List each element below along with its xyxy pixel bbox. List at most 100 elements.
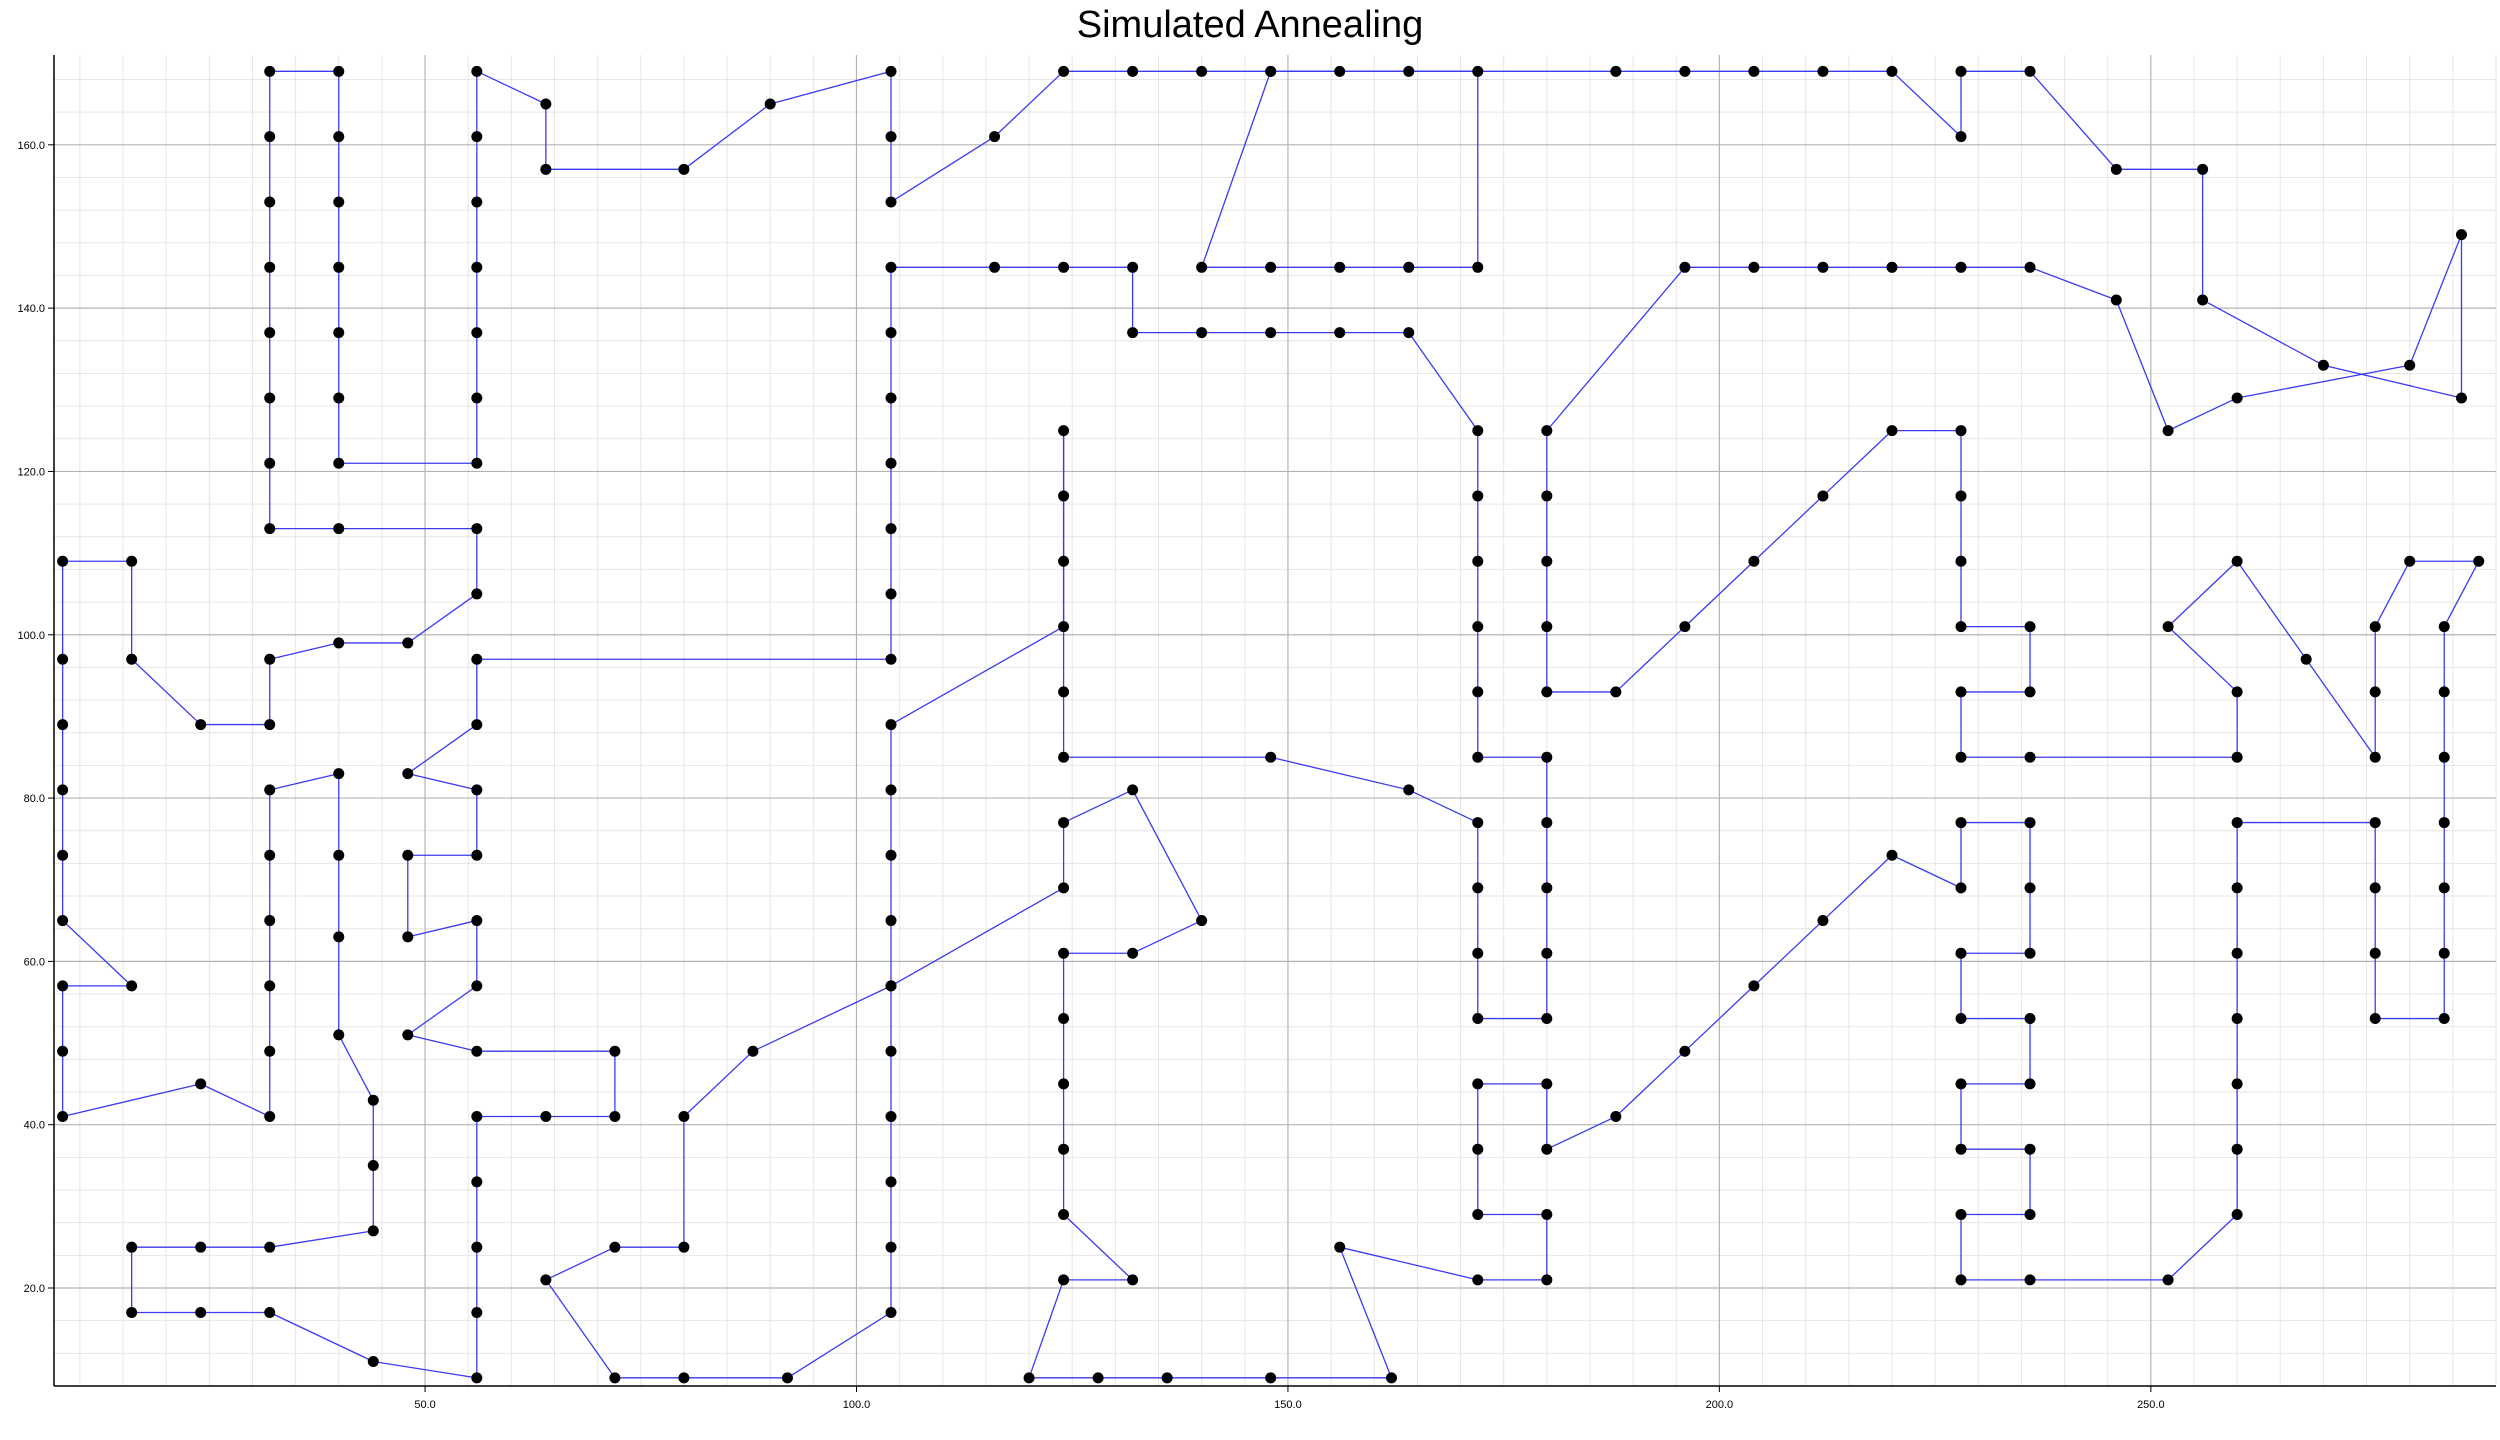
city-point [1886,849,1898,861]
city-point [2438,882,2450,894]
city-point [609,1241,621,1253]
city-point [2024,947,2036,959]
city-point [126,1241,138,1253]
city-point [1472,882,1484,894]
city-point [1955,1274,1967,1286]
tour-segment [131,658,202,726]
city-point [764,98,776,110]
city-point [1886,65,1898,77]
city-point [885,131,897,143]
tour-segment [407,1034,477,1052]
city-point [1748,555,1760,567]
tour-segment [1546,1115,1617,1150]
tour-segment [1201,71,1272,268]
city-point [2231,555,2243,567]
city-point [2231,686,2243,698]
city-point [1472,1274,1484,1286]
city-point [1058,261,1070,273]
city-point [57,849,69,861]
city-point [1058,490,1070,502]
tour-segment [2443,560,2480,627]
city-point [1058,65,1070,77]
tour-segment [338,1034,374,1101]
city-point [609,1045,621,1057]
city-point [57,653,69,665]
axes [53,55,2496,1387]
tour-segment [476,70,547,105]
city-point [333,1029,345,1041]
city-point [2231,751,2243,763]
y-tick-label: 100.0 [17,630,45,642]
city-point [1886,261,1898,273]
tour-segment [269,772,339,791]
city-point [609,1372,621,1384]
city-point [1058,751,1070,763]
city-point [1886,425,1898,437]
city-point [1955,751,1967,763]
tour-segment [2409,234,2463,366]
city-point [2024,65,2036,77]
city-point [1472,947,1484,959]
city-point [1472,555,1484,567]
tour-segment [1063,1214,1134,1281]
city-point [1955,1209,1967,1221]
city-point [1334,65,1346,77]
city-point [471,261,483,273]
city-point [264,1045,276,1057]
tour-segment [269,642,339,660]
city-point [1955,131,1967,143]
city-point [1058,555,1070,567]
city-point [2369,686,2381,698]
city-point [1955,425,1967,437]
city-point [333,131,345,143]
city-point [1541,1209,1553,1221]
city-point [885,65,897,77]
tour-segment [2115,299,2169,431]
tour-segment [994,70,1065,138]
city-point [1748,65,1760,77]
city-point [57,784,69,796]
city-point [333,768,345,780]
city-point [2300,653,2312,665]
city-point [1955,1078,1967,1090]
tour-segment [2202,299,2324,366]
city-point [1058,882,1070,894]
city-point [885,1045,897,1057]
city-point [1817,65,1829,77]
city-point [264,980,276,992]
city-point [1265,261,1277,273]
city-point [2231,947,2243,959]
city-point [1541,555,1553,567]
city-point [1472,1209,1484,1221]
city-point [471,392,483,404]
tour-segment [1822,430,1893,497]
city-point [471,719,483,731]
city-point [885,719,897,731]
city-point [2455,392,2467,404]
city-point [885,588,897,600]
city-point [57,1045,69,1057]
city-point [2369,882,2381,894]
city-point [57,555,69,567]
city-point [1541,1078,1553,1090]
city-point [471,523,483,535]
city-point [333,392,345,404]
city-point [540,163,552,175]
city-point [2024,1078,2036,1090]
city-points [57,65,2485,1384]
tour-segment [1270,756,1409,791]
tour-segment [200,1083,271,1118]
city-point [678,1372,690,1384]
city-point [2369,947,2381,959]
city-point [264,327,276,339]
city-point [1817,261,1829,273]
city-point [264,65,276,77]
city-point [1058,1274,1070,1286]
x-tick-label: 50.0 [414,1399,435,1411]
x-tick-label: 150.0 [1274,1399,1302,1411]
y-tick-label: 20.0 [24,1283,45,1295]
city-point [471,196,483,208]
tour-segment [1063,789,1133,824]
city-point [264,915,276,927]
city-point [885,653,897,665]
